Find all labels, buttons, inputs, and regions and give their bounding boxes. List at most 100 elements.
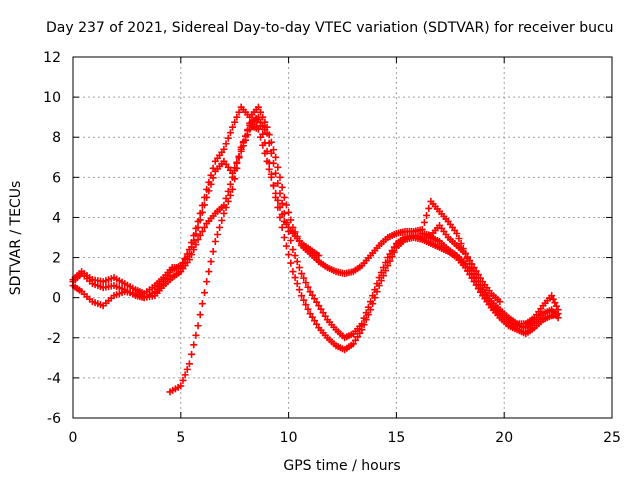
y-tick-label: 12	[43, 50, 61, 66]
data-point	[295, 264, 303, 272]
x-tick-label: 0	[69, 430, 78, 446]
data-point	[185, 246, 193, 254]
data-point	[194, 322, 202, 330]
data-point	[308, 313, 316, 321]
data-point	[226, 180, 234, 188]
y-tick-label: -6	[47, 411, 61, 427]
data-point	[474, 271, 482, 279]
data-point	[183, 365, 191, 373]
data-point	[302, 279, 310, 287]
data-point	[379, 272, 387, 280]
y-axis-label: SDTVAR / TECUs	[8, 181, 24, 296]
data-point	[551, 299, 559, 307]
data-point	[177, 382, 185, 390]
y-tick-label: 2	[52, 251, 61, 267]
data-point	[373, 288, 381, 296]
x-axis-label: GPS time / hours	[283, 458, 400, 474]
data-point	[190, 341, 198, 349]
data-marks	[69, 103, 562, 396]
data-point	[229, 123, 237, 131]
data-point	[351, 336, 359, 344]
data-point	[201, 289, 209, 297]
data-point	[356, 329, 364, 337]
data-point	[367, 306, 375, 314]
series-sat-b	[69, 113, 562, 354]
data-point	[177, 264, 185, 272]
data-point	[285, 208, 293, 216]
data-point	[226, 129, 234, 137]
data-point	[216, 223, 224, 231]
data-point	[209, 248, 217, 256]
data-point	[257, 133, 265, 141]
data-point	[310, 317, 318, 325]
data-point	[254, 103, 262, 111]
data-point	[188, 350, 196, 358]
data-point	[196, 311, 204, 319]
data-point	[466, 271, 474, 279]
data-point	[272, 153, 280, 161]
data-point	[198, 227, 206, 235]
y-tick-label: 6	[52, 170, 61, 186]
data-point	[203, 185, 211, 193]
data-point	[453, 229, 461, 237]
data-point	[313, 298, 321, 306]
data-point	[267, 173, 275, 181]
data-point	[274, 179, 282, 187]
y-tick-label: 4	[52, 210, 61, 226]
data-point	[205, 268, 213, 276]
data-point	[423, 211, 431, 219]
data-point	[304, 283, 312, 291]
data-point	[476, 274, 484, 282]
data-point	[233, 113, 241, 121]
data-point	[476, 282, 484, 290]
data-point	[222, 203, 230, 211]
data-point	[375, 282, 383, 290]
data-point	[274, 163, 282, 171]
data-point	[263, 157, 271, 165]
data-point	[211, 238, 219, 246]
data-point	[280, 234, 288, 241]
data-point	[289, 246, 297, 254]
data-point	[201, 193, 209, 201]
data-point	[209, 164, 217, 172]
data-point	[192, 331, 200, 339]
data-point	[552, 302, 560, 310]
data-point	[298, 270, 306, 278]
data-point	[205, 178, 213, 186]
data-point	[194, 217, 202, 225]
data-point	[377, 277, 385, 285]
data-point	[310, 295, 318, 303]
data-point	[287, 259, 295, 267]
data-point	[261, 149, 269, 157]
data-point	[285, 251, 293, 259]
data-point	[472, 267, 480, 275]
data-point	[231, 175, 239, 183]
data-point	[306, 288, 314, 296]
y-tick-label: 10	[43, 90, 61, 106]
data-point	[181, 255, 189, 263]
data-point	[315, 252, 323, 260]
data-point	[276, 203, 284, 211]
data-point	[282, 242, 290, 250]
data-point	[274, 196, 282, 204]
data-point	[235, 154, 243, 162]
data-point	[302, 301, 310, 309]
data-point	[455, 235, 463, 243]
data-point	[239, 138, 247, 146]
data-point	[179, 376, 187, 384]
y-tick-label: 8	[52, 130, 61, 146]
data-point	[220, 209, 228, 217]
series-sat-d	[166, 121, 323, 396]
data-point	[270, 146, 278, 154]
data-point	[233, 164, 241, 172]
data-point	[276, 173, 284, 181]
data-point	[270, 181, 278, 189]
data-point	[181, 371, 189, 379]
data-point	[213, 230, 221, 238]
data-point	[196, 209, 204, 217]
data-point	[349, 340, 357, 348]
data-point	[278, 183, 286, 191]
data-point	[263, 123, 271, 131]
data-point	[183, 250, 191, 258]
data-point	[304, 305, 312, 313]
